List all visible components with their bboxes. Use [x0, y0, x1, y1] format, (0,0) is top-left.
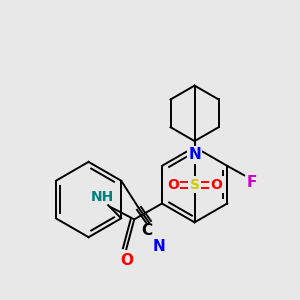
Text: O: O [210, 178, 222, 192]
Text: O: O [120, 254, 133, 268]
Text: O: O [167, 178, 179, 192]
Text: N: N [152, 238, 165, 253]
Text: S: S [190, 178, 200, 192]
Text: NH: NH [91, 190, 114, 204]
Text: F: F [247, 175, 257, 190]
Text: N: N [188, 148, 201, 163]
Text: C: C [141, 223, 152, 238]
